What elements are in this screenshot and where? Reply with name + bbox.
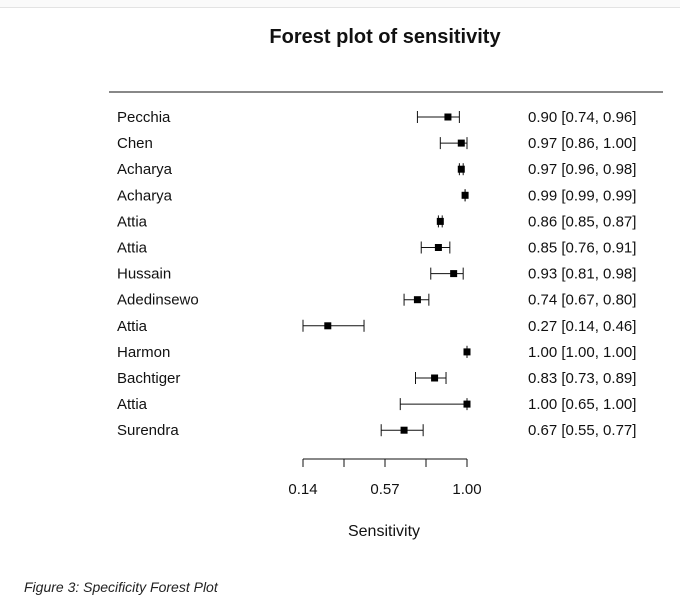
estimate-label: 0.99 [0.99, 0.99] bbox=[528, 187, 636, 204]
estimate-label: 0.86 [0.85, 0.87] bbox=[528, 213, 636, 230]
estimate-label: 0.74 [0.67, 0.80] bbox=[528, 292, 636, 309]
study-name: Bachtiger bbox=[117, 370, 180, 387]
study-row: Attia 0.27 [0.14, 0.46] bbox=[117, 318, 636, 335]
estimate-label: 0.27 [0.14, 0.46] bbox=[528, 318, 636, 335]
study-name: Attia bbox=[117, 240, 148, 257]
study-row: Bachtiger 0.83 [0.73, 0.89] bbox=[117, 370, 636, 387]
estimate-label: 0.93 [0.81, 0.98] bbox=[528, 266, 636, 283]
study-row: Attia 1.00 [0.65, 1.00] bbox=[117, 396, 636, 413]
study-name: Surendra bbox=[117, 422, 179, 439]
point-estimate bbox=[434, 244, 442, 251]
page-top-edge bbox=[0, 0, 680, 8]
x-tick-label: 0.57 bbox=[370, 481, 399, 498]
estimate-label: 0.97 [0.86, 1.00] bbox=[528, 135, 636, 152]
point-estimate bbox=[457, 139, 465, 147]
study-row: Hussain 0.93 [0.81, 0.98] bbox=[117, 266, 636, 283]
x-tick-label: 0.14 bbox=[288, 481, 317, 498]
estimate-label: 0.85 [0.76, 0.91] bbox=[528, 240, 636, 257]
estimate-label: 1.00 [1.00, 1.00] bbox=[528, 344, 636, 361]
study-name: Pecchia bbox=[117, 109, 171, 126]
point-estimate bbox=[413, 296, 421, 304]
study-row: Acharya 0.99 [0.99, 0.99] bbox=[117, 187, 636, 204]
point-estimate bbox=[444, 113, 452, 121]
study-row: Harmon 1.00 [1.00, 1.00] bbox=[117, 344, 636, 361]
point-estimate bbox=[436, 217, 444, 225]
estimate-label: 0.90 [0.74, 0.96] bbox=[528, 109, 636, 126]
study-name: Acharya bbox=[117, 161, 173, 178]
point-estimate bbox=[431, 374, 439, 382]
point-estimate bbox=[324, 322, 332, 330]
estimate-label: 1.00 [0.65, 1.00] bbox=[528, 396, 636, 413]
study-name: Hussain bbox=[117, 266, 171, 283]
study-name: Attia bbox=[117, 396, 148, 413]
point-estimate bbox=[400, 426, 408, 434]
estimate-label: 0.83 [0.73, 0.89] bbox=[528, 370, 636, 387]
estimate-label: 0.97 [0.96, 0.98] bbox=[528, 161, 636, 178]
chart-title: Forest plot of sensitivity bbox=[269, 26, 501, 48]
study-row: Pecchia 0.90 [0.74, 0.96] bbox=[117, 109, 636, 126]
study-name: Harmon bbox=[117, 344, 170, 361]
point-estimate bbox=[457, 165, 465, 173]
study-row: Attia 0.85 [0.76, 0.91] bbox=[117, 240, 636, 257]
study-row: Acharya 0.97 [0.96, 0.98] bbox=[117, 161, 636, 178]
study-row: Attia 0.86 [0.85, 0.87] bbox=[117, 213, 636, 230]
study-name: Attia bbox=[117, 318, 148, 335]
x-axis: 0.14 0.57 1.00 Sensitivity bbox=[288, 458, 482, 540]
x-tick-label: 1.00 bbox=[452, 481, 481, 498]
study-name: Chen bbox=[117, 135, 153, 152]
study-name: Attia bbox=[117, 213, 148, 230]
x-axis-label: Sensitivity bbox=[348, 523, 420, 540]
point-estimate bbox=[463, 348, 471, 356]
point-estimate bbox=[461, 191, 469, 199]
study-row: Chen 0.97 [0.86, 1.00] bbox=[117, 135, 636, 152]
estimate-label: 0.67 [0.55, 0.77] bbox=[528, 422, 636, 439]
figure-caption: Figure 3: Specificity Forest Plot bbox=[24, 579, 218, 595]
study-row: Adedinsewo 0.74 [0.67, 0.80] bbox=[117, 292, 636, 309]
study-name: Acharya bbox=[117, 187, 173, 204]
point-estimate bbox=[450, 270, 458, 278]
point-estimate bbox=[463, 400, 471, 408]
study-name: Adedinsewo bbox=[117, 292, 199, 309]
study-row: Surendra 0.67 [0.55, 0.77] bbox=[117, 422, 636, 439]
